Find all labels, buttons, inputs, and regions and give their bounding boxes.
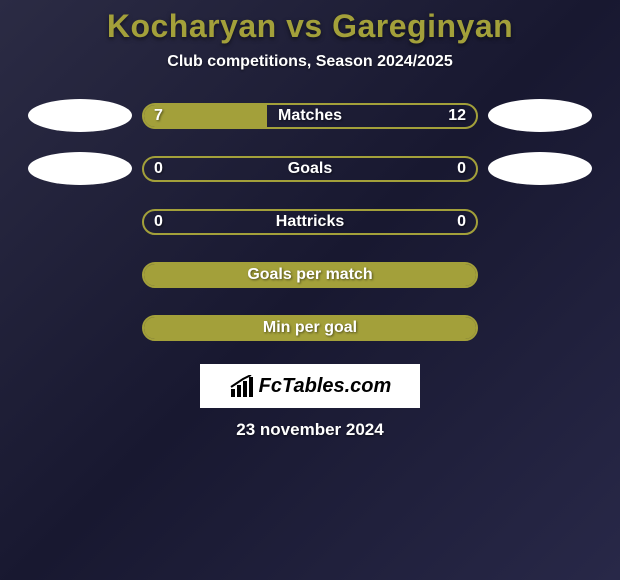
date-label: 23 november 2024	[0, 420, 620, 440]
stat-label: Goals per match	[247, 266, 372, 284]
page-title: Kocharyan vs Gareginyan	[0, 8, 620, 45]
stats-list: 7 12 Matches 0 0 Goals 0 0 Hattricks Goals per ma…	[0, 99, 620, 344]
stat-label: Matches	[278, 107, 342, 125]
stat-bar: Min per goal	[142, 315, 478, 341]
stat-right-value: 12	[448, 107, 466, 125]
player-right-avatar	[488, 152, 592, 185]
stat-label: Goals	[288, 160, 332, 178]
stat-left-value: 0	[154, 213, 163, 231]
stat-row: Goals per match	[0, 258, 620, 291]
player-left-avatar	[28, 99, 132, 132]
branding-label: FcTables.com	[259, 375, 392, 398]
stat-row: 7 12 Matches	[0, 99, 620, 132]
stat-row: 0 0 Hattricks	[0, 205, 620, 238]
stat-left-value: 7	[154, 107, 163, 125]
stat-row: 0 0 Goals	[0, 152, 620, 185]
player-left-avatar	[28, 152, 132, 185]
stat-bar: Goals per match	[142, 262, 478, 288]
stat-bar: 0 0 Goals	[142, 156, 478, 182]
stat-row: Min per goal	[0, 311, 620, 344]
stat-bar: 0 0 Hattricks	[142, 209, 478, 235]
stat-label: Min per goal	[263, 319, 357, 337]
comparison-widget: Kocharyan vs Gareginyan Club competition…	[0, 0, 620, 440]
stat-label: Hattricks	[276, 213, 344, 231]
stat-right-value: 0	[457, 160, 466, 178]
stat-left-value: 0	[154, 160, 163, 178]
chart-icon	[229, 375, 255, 397]
subtitle: Club competitions, Season 2024/2025	[0, 53, 620, 71]
stat-bar: 7 12 Matches	[142, 103, 478, 129]
branding-badge: FcTables.com	[200, 364, 420, 408]
stat-right-value: 0	[457, 213, 466, 231]
player-right-avatar	[488, 99, 592, 132]
